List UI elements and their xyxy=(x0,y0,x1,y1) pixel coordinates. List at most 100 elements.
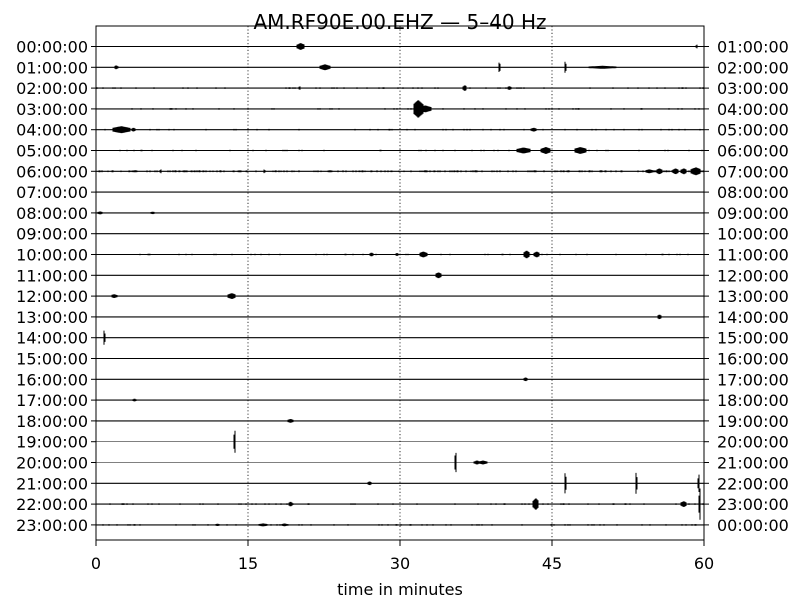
row-label-left: 12:00:00 xyxy=(16,287,88,306)
row-label-right: 17:00:00 xyxy=(717,370,789,389)
row-label-right: 02:00:00 xyxy=(717,58,789,77)
trace-row xyxy=(96,488,704,520)
grid-lines xyxy=(247,26,553,540)
trace-waveform xyxy=(139,250,689,259)
trace-waveform xyxy=(657,314,662,320)
trace-row xyxy=(96,126,704,134)
row-label-left: 11:00:00 xyxy=(16,266,88,285)
row-label-right: 21:00:00 xyxy=(717,454,789,473)
trace-waveform xyxy=(111,293,236,299)
row-label-right: 23:00:00 xyxy=(717,495,789,514)
row-label-right: 04:00:00 xyxy=(717,100,789,119)
trace-row xyxy=(96,377,704,382)
row-label-left: 02:00:00 xyxy=(16,79,88,98)
x-axis: 0 15 30 45 60 xyxy=(91,540,714,573)
row-label-left: 17:00:00 xyxy=(16,391,88,410)
trace-waveform xyxy=(435,272,442,279)
trace-row xyxy=(96,314,704,320)
trace-row xyxy=(96,293,704,299)
row-label-right: 20:00:00 xyxy=(717,433,789,452)
row-label-left: 20:00:00 xyxy=(16,454,88,473)
row-label-left: 23:00:00 xyxy=(16,516,88,535)
x-tick-label: 0 xyxy=(91,554,101,573)
trace-waveform xyxy=(233,430,236,453)
x-tick-label: 60 xyxy=(694,554,714,573)
row-label-right: 14:00:00 xyxy=(717,308,789,327)
trace-row xyxy=(96,430,704,453)
row-label-left: 03:00:00 xyxy=(16,100,88,119)
x-axis-label: time in minutes xyxy=(337,580,463,599)
row-label-right: 07:00:00 xyxy=(717,162,789,181)
row-label-right: 16:00:00 xyxy=(717,350,789,369)
trace-row xyxy=(96,167,705,176)
row-label-left: 01:00:00 xyxy=(16,58,88,77)
trace-row xyxy=(96,211,704,215)
trace-waveform xyxy=(287,419,294,423)
row-label-right: 09:00:00 xyxy=(717,204,789,223)
row-label-left: 00:00:00 xyxy=(16,38,88,57)
row-label-left: 06:00:00 xyxy=(16,162,88,181)
row-label-right: 19:00:00 xyxy=(717,412,789,431)
row-label-right: 10:00:00 xyxy=(717,225,789,244)
row-label-left: 13:00:00 xyxy=(16,308,88,327)
row-label-left: 04:00:00 xyxy=(16,121,88,140)
trace-row xyxy=(96,147,704,154)
row-label-left: 05:00:00 xyxy=(16,142,88,161)
plot-frame xyxy=(95,25,705,541)
x-tick-label: 15 xyxy=(238,554,258,573)
trace-row xyxy=(96,85,704,91)
row-label-left: 21:00:00 xyxy=(16,474,88,493)
row-label-left: 10:00:00 xyxy=(16,246,88,265)
trace-row xyxy=(96,472,704,494)
trace-waveform xyxy=(454,452,488,473)
row-label-left: 07:00:00 xyxy=(16,183,88,202)
trace-rows xyxy=(95,43,705,527)
row-label-right: 03:00:00 xyxy=(717,79,789,98)
trace-waveform xyxy=(109,488,704,520)
row-label-right: 06:00:00 xyxy=(717,142,789,161)
row-label-right: 05:00:00 xyxy=(717,121,789,140)
trace-row xyxy=(96,100,704,118)
trace-waveform xyxy=(119,147,703,154)
row-label-right: 18:00:00 xyxy=(717,391,789,410)
trace-row xyxy=(96,330,704,345)
x-tick-label: 45 xyxy=(542,554,562,573)
row-label-left: 14:00:00 xyxy=(16,329,88,348)
row-label-right: 13:00:00 xyxy=(717,287,789,306)
trace-row xyxy=(96,419,704,423)
trace-waveform xyxy=(296,43,698,50)
row-label-left: 08:00:00 xyxy=(16,204,88,223)
trace-waveform xyxy=(97,211,155,215)
row-label-right: 01:00:00 xyxy=(717,38,789,57)
row-label-left: 18:00:00 xyxy=(16,412,88,431)
trace-waveform xyxy=(98,167,705,176)
row-label-left: 19:00:00 xyxy=(16,433,88,452)
row-label-right: 12:00:00 xyxy=(717,266,789,285)
row-label-right: 11:00:00 xyxy=(717,246,789,265)
row-label-left: 22:00:00 xyxy=(16,495,88,514)
row-label-right: 00:00:00 xyxy=(717,516,789,535)
row-label-right: 22:00:00 xyxy=(717,474,789,493)
trace-waveform xyxy=(132,398,137,402)
trace-waveform xyxy=(114,61,617,73)
trace-row xyxy=(96,398,704,402)
trace-row xyxy=(96,250,704,259)
row-label-left: 15:00:00 xyxy=(16,350,88,369)
trace-waveform xyxy=(104,126,701,134)
trace-row xyxy=(96,43,704,50)
trace-waveform xyxy=(103,330,106,345)
row-label-right: 15:00:00 xyxy=(717,329,789,348)
trace-row xyxy=(96,61,704,73)
trace-waveform xyxy=(523,377,528,382)
trace-row xyxy=(96,272,704,279)
row-label-left: 09:00:00 xyxy=(16,225,88,244)
x-tick-label: 30 xyxy=(390,554,410,573)
trace-waveform xyxy=(367,472,700,494)
trace-waveform xyxy=(96,85,704,91)
trace-waveform xyxy=(131,100,700,118)
row-label-left: 16:00:00 xyxy=(16,370,88,389)
row-label-right: 08:00:00 xyxy=(717,183,789,202)
